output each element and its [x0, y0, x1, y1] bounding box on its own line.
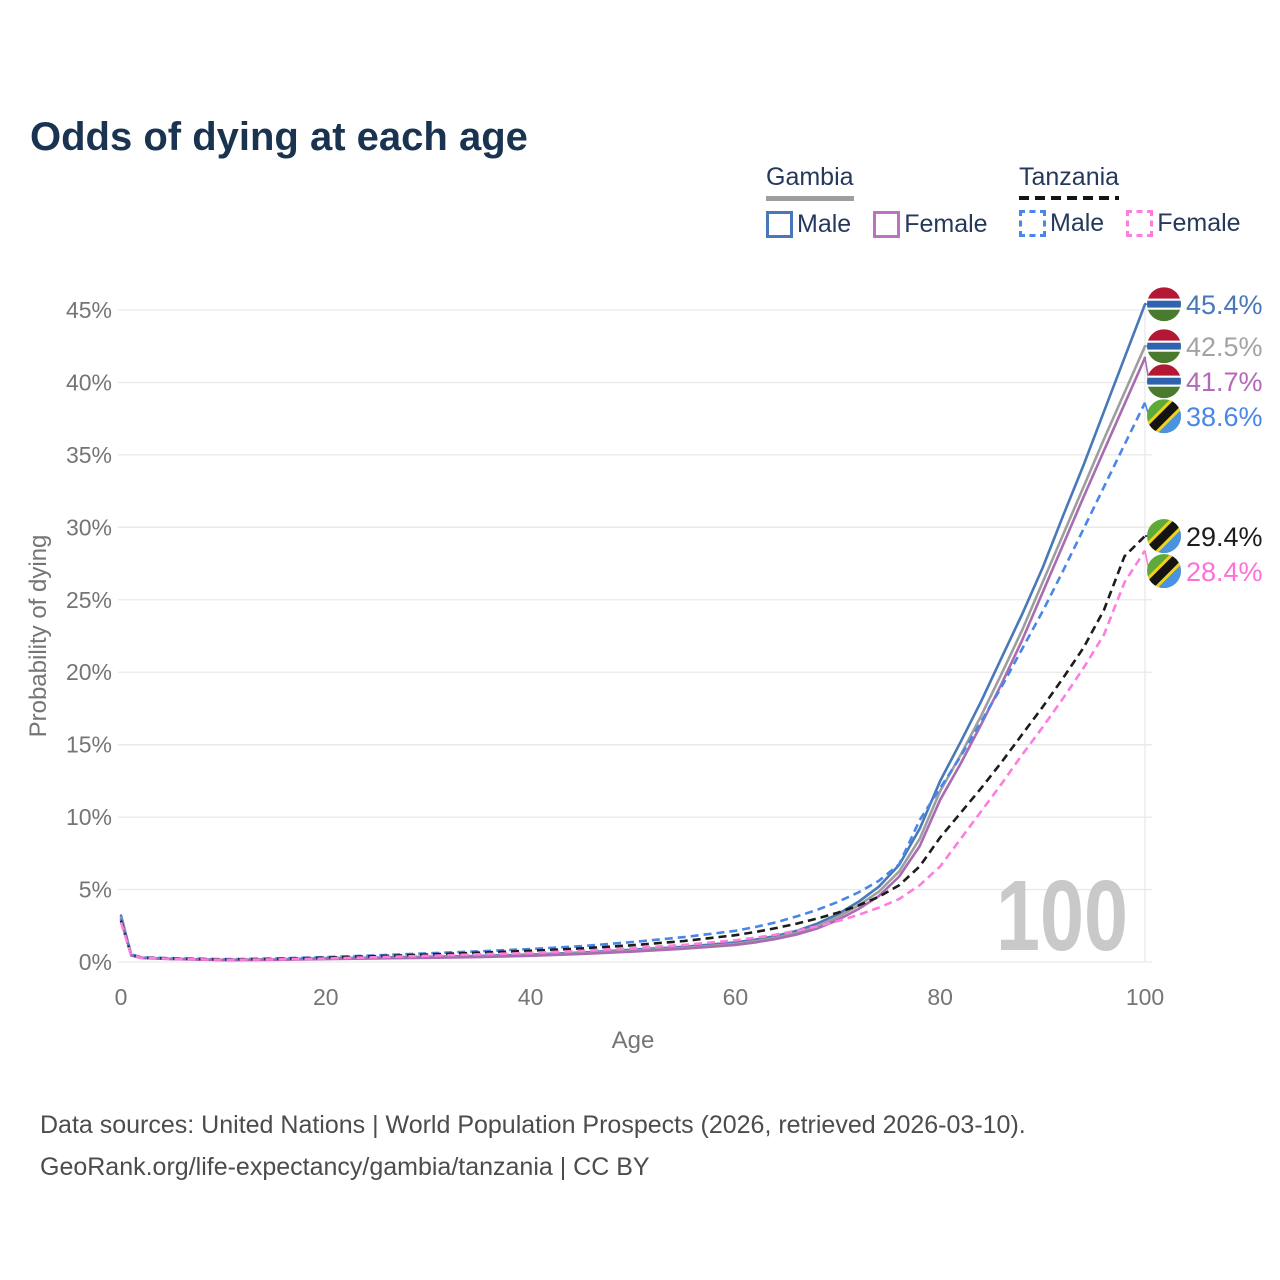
tanzania-flag-icon: [1147, 554, 1181, 589]
legend-group-gambia: Gambia Male Female: [766, 163, 988, 239]
chart-legend: Gambia Male Female Tanzania: [0, 0, 1280, 250]
age-watermark: 100: [996, 860, 1128, 972]
series-end-label-gambia-male: 45.4%: [1186, 290, 1263, 320]
series-end-label-tanzania: 29.4%: [1186, 522, 1263, 552]
y-tick-label: 5%: [79, 877, 112, 903]
series-line-gambia[interactable]: [119, 344, 1147, 962]
y-tick-label: 35%: [66, 442, 112, 468]
series-end-label-tanzania-male: 38.6%: [1186, 402, 1263, 432]
gambia-flag-icon: [1147, 364, 1181, 399]
series-line-tanzania-female[interactable]: [119, 549, 1147, 962]
series-end-label-tanzania-female: 28.4%: [1186, 557, 1263, 587]
x-tick-label: 20: [313, 984, 339, 1010]
series-end-label-gambia: 42.5%: [1186, 332, 1263, 362]
gambia-flag-icon: [1147, 329, 1181, 364]
legend-gambia-header[interactable]: Gambia: [766, 163, 854, 201]
y-axis-title: Probability of dying: [25, 535, 52, 738]
y-tick-label: 25%: [66, 587, 112, 613]
legend-item-gambia-female[interactable]: Female: [873, 210, 988, 239]
tanzania-flag-icon: [1147, 399, 1181, 434]
legend-item-gambia-male[interactable]: Male: [766, 210, 851, 239]
legend-item-tanzania-female[interactable]: Female: [1126, 209, 1241, 238]
tanzania-male-swatch-icon: [1019, 210, 1046, 237]
legend-country-label: Gambia: [766, 163, 854, 191]
series-end-label-gambia-female: 41.7%: [1186, 367, 1263, 397]
legend-group-tanzania: Tanzania Male Female: [1019, 163, 1241, 238]
x-tick-label: 80: [927, 984, 953, 1010]
attribution-line: GeoRank.org/life-expectancy/gambia/tanza…: [40, 1153, 650, 1181]
y-tick-label: 20%: [66, 659, 112, 685]
x-tick-label: 40: [518, 984, 544, 1010]
y-tick-label: 30%: [66, 514, 112, 540]
solid-line-sample-icon: [766, 196, 854, 201]
y-tick-label: 15%: [66, 732, 112, 758]
y-tick-label: 10%: [66, 804, 112, 830]
tanzania-female-swatch-icon: [1126, 210, 1154, 237]
y-tick-label: 0%: [79, 949, 112, 975]
dashed-line-sample-icon: [1019, 196, 1120, 200]
series-line-gambia-female[interactable]: [119, 356, 1147, 962]
data-source-footer: Data sources: United Nations | World Pop…: [40, 1104, 1026, 1188]
y-tick-label: 40%: [66, 369, 112, 395]
page-title: Odds of dying at each age: [30, 114, 528, 159]
x-tick-label: 100: [1126, 984, 1164, 1010]
legend-tanzania-header[interactable]: Tanzania: [1019, 163, 1120, 200]
x-axis-title: Age: [612, 1027, 655, 1054]
series-line-gambia-male[interactable]: [119, 302, 1147, 962]
gambia-female-swatch-icon: [873, 211, 901, 238]
tanzania-flag-icon: [1147, 519, 1181, 554]
y-tick-label: 45%: [66, 297, 112, 323]
data-source-line: Data sources: United Nations | World Pop…: [40, 1111, 1026, 1139]
x-tick-label: 0: [115, 984, 128, 1010]
gambia-flag-icon: [1147, 287, 1181, 322]
x-tick-label: 60: [723, 984, 749, 1010]
legend-country-label: Tanzania: [1019, 163, 1120, 191]
legend-item-tanzania-male[interactable]: Male: [1019, 209, 1104, 238]
gambia-male-swatch-icon: [766, 211, 793, 238]
